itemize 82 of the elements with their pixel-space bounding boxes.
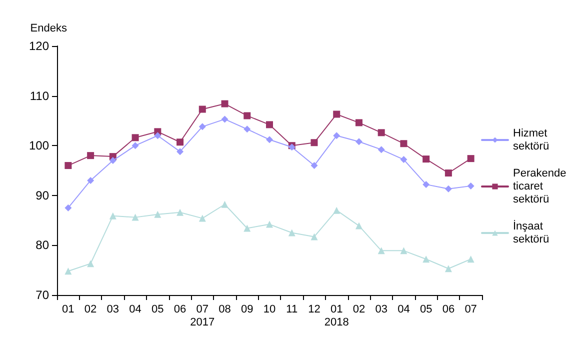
- point: [244, 224, 251, 232]
- point: [221, 100, 228, 108]
- point: [333, 110, 340, 118]
- point: [198, 106, 206, 113]
- point: [467, 155, 474, 162]
- point: [422, 156, 430, 163]
- x-tick-label: 08: [218, 304, 231, 316]
- point: [378, 129, 385, 136]
- point: [87, 152, 94, 160]
- point: [400, 247, 408, 254]
- point: [198, 123, 206, 130]
- y-tick-label: 120: [28, 39, 50, 53]
- legend-label: İnşaat sektörü: [513, 220, 550, 246]
- x-tick-label: 04: [129, 304, 142, 316]
- x-tick-label: 03: [375, 304, 388, 316]
- point: [244, 112, 251, 120]
- point: [378, 146, 385, 154]
- point: [198, 214, 206, 222]
- x-tick-label: 10: [263, 304, 276, 316]
- point: [444, 185, 452, 192]
- y-axis-title: Endeks: [30, 22, 68, 34]
- x-tick-label: 12: [308, 304, 320, 316]
- legend-label: Hizmet sektörü: [513, 128, 550, 152]
- point: [221, 200, 228, 208]
- point: [266, 220, 273, 228]
- point: [154, 132, 162, 140]
- point: [422, 256, 430, 263]
- point: [132, 142, 139, 150]
- point: [87, 176, 94, 184]
- point: [87, 260, 94, 268]
- x-tick-label: 02: [84, 304, 97, 316]
- point: [355, 138, 362, 146]
- x-tick-label: 06: [442, 304, 455, 316]
- x-tick-label: 06: [174, 304, 186, 316]
- x-tick-label: 07: [464, 304, 477, 316]
- point: [132, 214, 139, 221]
- point: [355, 222, 362, 230]
- point: [132, 134, 139, 142]
- point: [176, 208, 184, 216]
- point: [333, 132, 340, 140]
- x-tick-label: 11: [286, 304, 298, 316]
- point: [467, 256, 474, 263]
- point: [310, 139, 318, 146]
- x-tick-label: 01: [62, 304, 74, 316]
- point: [266, 121, 273, 128]
- point: [444, 169, 452, 176]
- x-tick-label: 05: [420, 304, 432, 316]
- x-tick-label: 03: [106, 304, 120, 316]
- point: [444, 265, 452, 272]
- point: [400, 156, 408, 164]
- x-tick-label: 09: [241, 304, 254, 316]
- point: [422, 180, 430, 188]
- point: [221, 116, 228, 123]
- y-tick-label: 80: [36, 238, 50, 252]
- point: [109, 157, 116, 164]
- point: [109, 212, 116, 220]
- point: [244, 126, 251, 133]
- x-tick-label: 05: [152, 304, 164, 316]
- y-tick-label: 100: [28, 138, 50, 153]
- point: [176, 138, 184, 146]
- point: [310, 162, 318, 170]
- point: [355, 119, 362, 126]
- point: [64, 162, 72, 170]
- point: [266, 136, 273, 144]
- point: [64, 268, 72, 275]
- x-tick-label: 02: [352, 304, 366, 316]
- x-tick-label: 07 2017: [190, 304, 215, 328]
- y-tick-label: 90: [36, 188, 50, 202]
- point: [154, 210, 162, 218]
- legend-label: Perakende ticaret sektörü: [513, 168, 570, 206]
- point: [176, 148, 184, 156]
- point: [378, 247, 385, 254]
- y-tick-label: 110: [30, 88, 50, 103]
- x-tick-label: 01 2018: [324, 304, 349, 328]
- y-tick-label: 70: [36, 288, 50, 302]
- x-tick-label: 04: [398, 304, 410, 316]
- point: [310, 233, 318, 240]
- point: [333, 206, 340, 214]
- point: [400, 140, 408, 148]
- point: [467, 182, 474, 190]
- point: [64, 204, 72, 212]
- point: [288, 229, 296, 236]
